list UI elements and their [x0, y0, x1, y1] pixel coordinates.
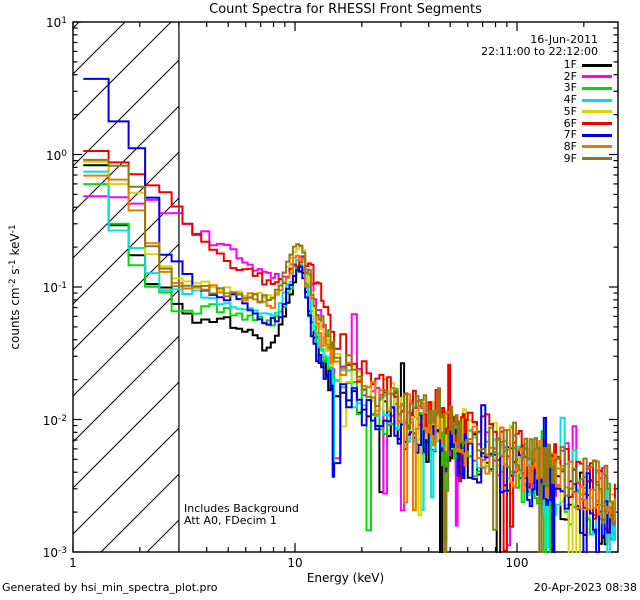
legend-label-1F: 1F [563, 58, 577, 71]
legend-swatch-4F [582, 98, 612, 102]
legend-label-8F: 8F [563, 139, 577, 153]
legend-label-9F: 9F [563, 151, 577, 165]
legend-swatch-6F [582, 122, 612, 125]
hatch-region [73, 22, 179, 552]
x-tick-label-100: 100 [505, 556, 529, 570]
legend-label-5F: 5F [563, 104, 577, 118]
observation-time-range: 22:11:00 to 22:12:00 [481, 45, 598, 58]
legend-swatch-8F [582, 145, 612, 149]
footer-timestamp: 20-Apr-2023 08:38 [533, 581, 637, 594]
curve-8F [83, 174, 616, 523]
axis-ticks [72, 21, 618, 553]
plot-title: Count Spectra for RHESSI Front Segments [209, 2, 482, 17]
curve-6F [83, 150, 616, 552]
legend-swatch-1F [582, 63, 612, 67]
legend-label-3F: 3F [563, 81, 577, 95]
legend-label-2F: 2F [563, 69, 577, 83]
observation-date: 16-Jun-2011 [530, 33, 598, 46]
x-axis-label: Energy (keV) [306, 571, 385, 585]
legend-swatch-2F [582, 75, 612, 79]
y-tick-label-10e1: 101 [45, 16, 67, 30]
spectra-curves [83, 77, 616, 553]
y-tick-label-10e-1: 10-1 [42, 281, 67, 295]
annotation-attenuator-state: Att A0, FDecim 1 [184, 514, 277, 527]
legend-swatch-7F [582, 133, 612, 137]
annotation-includes-background: Includes Background [184, 502, 299, 515]
legend-label-6F: 6F [563, 116, 577, 130]
y-tick-label-10e-2: 10-2 [42, 414, 67, 428]
y-tick-label-10e-3: 10-3 [42, 546, 67, 560]
y-tick-label-10e0: 100 [45, 149, 67, 163]
legend-swatch-3F [582, 86, 612, 90]
legend-label-7F: 7F [563, 128, 577, 142]
curve-7F [83, 77, 616, 553]
footer-generator-text: Generated by hsi_min_spectra_plot.pro [2, 581, 218, 594]
curve-9F [83, 158, 616, 553]
curve-3F [83, 183, 616, 553]
curve-5F [83, 160, 616, 553]
y-axis-label: counts cm-2 s-1 keV-1 [8, 224, 22, 350]
x-tick-label-10: 10 [287, 556, 303, 570]
x-tick-label-1: 1 [69, 556, 77, 570]
legend-label-4F: 4F [563, 93, 577, 107]
legend-swatch-9F [582, 157, 612, 161]
legend-swatch-5F [582, 110, 612, 114]
